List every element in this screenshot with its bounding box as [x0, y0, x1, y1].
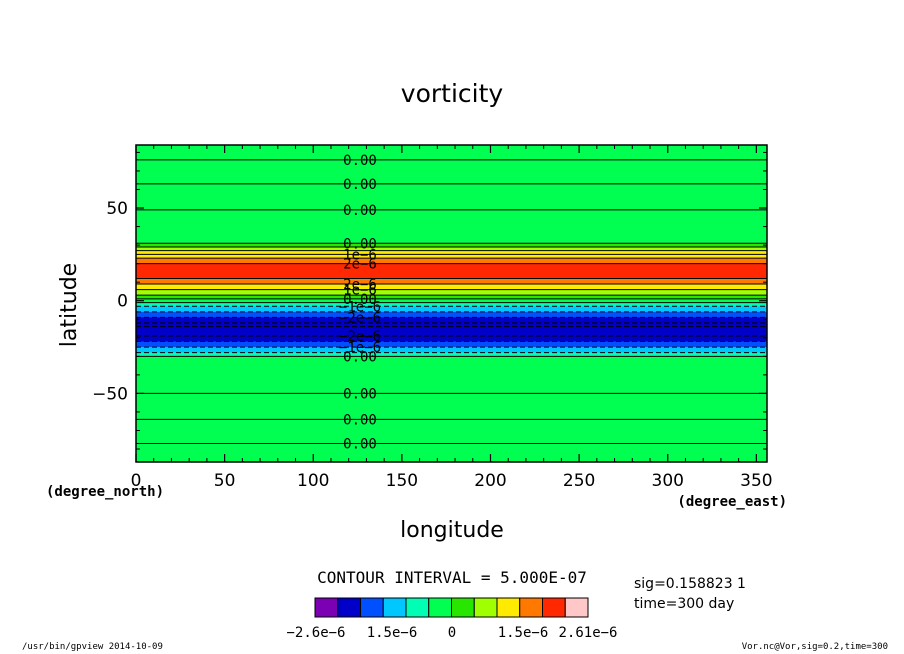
contour-label-8: 0.00: [343, 292, 377, 308]
band-5: [136, 263, 767, 279]
contour-label-15: 0.00: [343, 412, 377, 428]
y-tick-label-1: 0: [117, 292, 128, 312]
x-tick-label-2: 100: [297, 471, 329, 491]
x-tick-label-6: 300: [652, 471, 684, 491]
colorbar-swatch-1: [337, 597, 361, 618]
x-tick-label-3: 150: [386, 471, 418, 491]
contour-label-10: −2e−6: [339, 310, 381, 326]
colorbar-tick-label-4: 2.61e−6: [558, 625, 617, 641]
colorbar-tick-labels: −2.6e−6 1.5e−6 0 1.5e−6 2.61e−6: [286, 625, 617, 641]
contour-label-16: 0.00: [343, 436, 377, 452]
x-tick-label-1: 50: [214, 471, 236, 491]
contour-label-14: 0.00: [343, 386, 377, 402]
contour-interval-label: CONTOUR INTERVAL = 5.000E-07: [317, 568, 587, 587]
x-tick-label-0: 0: [131, 471, 142, 491]
band-9: [136, 295, 767, 300]
colorbar-swatch-9: [519, 597, 543, 618]
band-17: [136, 352, 767, 357]
contour-label-11: −2e−6: [339, 329, 381, 345]
y-axis-unit: (degree_north): [46, 484, 164, 500]
colorbar-swatch-3: [382, 597, 407, 618]
colorbar-swatch-0: [314, 597, 339, 618]
colorbar-swatch-8: [496, 597, 521, 618]
colorbar-tick-label-2: 0: [448, 625, 456, 641]
x-axis-ticks: 0 50 100 150 200 250 300 350: [131, 145, 773, 491]
x-tick-label-5: 250: [563, 471, 595, 491]
footer-right: Vor.nc@Vor,sig=0.2,time=300: [741, 642, 888, 652]
band-10: [136, 298, 767, 304]
contour-lines: [136, 159, 767, 444]
band-0: [136, 145, 767, 244]
band-11: [136, 302, 767, 307]
band-4: [136, 258, 767, 265]
band-16: [136, 347, 767, 354]
y-axis-label: latitude: [57, 263, 82, 347]
sig-info: sig=0.158823 1: [634, 576, 746, 592]
band-6: [136, 278, 767, 285]
contour-label-9: −1e−6: [339, 299, 381, 315]
band-13: [136, 311, 767, 318]
colorbar-tick-label-3: 1.5e−6: [498, 625, 549, 641]
time-info: time=300 day: [634, 596, 734, 612]
filled-bands: [136, 145, 767, 463]
y-tick-label-2: −50: [92, 384, 128, 404]
band-18: [136, 356, 767, 463]
band-12: [136, 306, 767, 313]
colorbar: [314, 597, 589, 618]
band-14: [136, 317, 767, 343]
y-axis-ticks: 50 0 −50: [92, 151, 767, 450]
contour-label-12: −1e−6: [339, 340, 381, 356]
x-tick-label-4: 200: [474, 471, 506, 491]
band-8: [136, 289, 767, 296]
colorbar-tick-label-0: −2.6e−6: [286, 625, 345, 641]
x-tick-label-7: 350: [740, 471, 772, 491]
contour-label-5: 2e−6: [343, 257, 377, 273]
contour-label-6: 2e−6: [343, 277, 377, 293]
colorbar-swatch-5: [428, 597, 452, 618]
colorbar-swatch-4: [405, 597, 430, 618]
band-15: [136, 341, 767, 348]
contour-label-2: 0.00: [343, 203, 377, 219]
contour-label-4: 1e−6: [343, 247, 377, 263]
colorbar-swatch-6: [451, 597, 475, 618]
contour-label-1: 0.00: [343, 177, 377, 193]
y-tick-label-0: 50: [106, 199, 128, 219]
colorbar-swatch-11: [564, 597, 589, 618]
x-axis-unit: (degree_east): [677, 494, 787, 510]
contour-label-7: 1e−6: [343, 283, 377, 299]
band-7: [136, 284, 767, 291]
footer-left: /usr/bin/gpview 2014-10-09: [22, 642, 163, 652]
colorbar-swatch-7: [473, 597, 498, 618]
colorbar-swatch-10: [542, 597, 566, 618]
contour-label-13: 0.00: [343, 349, 377, 365]
colorbar-tick-label-1: 1.5e−6: [367, 625, 418, 641]
plot-frame: [135, 144, 768, 463]
band-1: [136, 243, 767, 248]
colorbar-swatch-2: [360, 597, 384, 618]
contour-label-0: 0.00: [343, 153, 377, 169]
band-2: [136, 246, 767, 252]
chart-title: vorticity: [401, 79, 504, 108]
x-axis-label: longitude: [400, 518, 504, 543]
contour-label-3: 0.00: [343, 236, 377, 252]
contour-labels: 0.000.000.000.001e−62e−62e−61e−60.00−1e−…: [339, 153, 381, 453]
